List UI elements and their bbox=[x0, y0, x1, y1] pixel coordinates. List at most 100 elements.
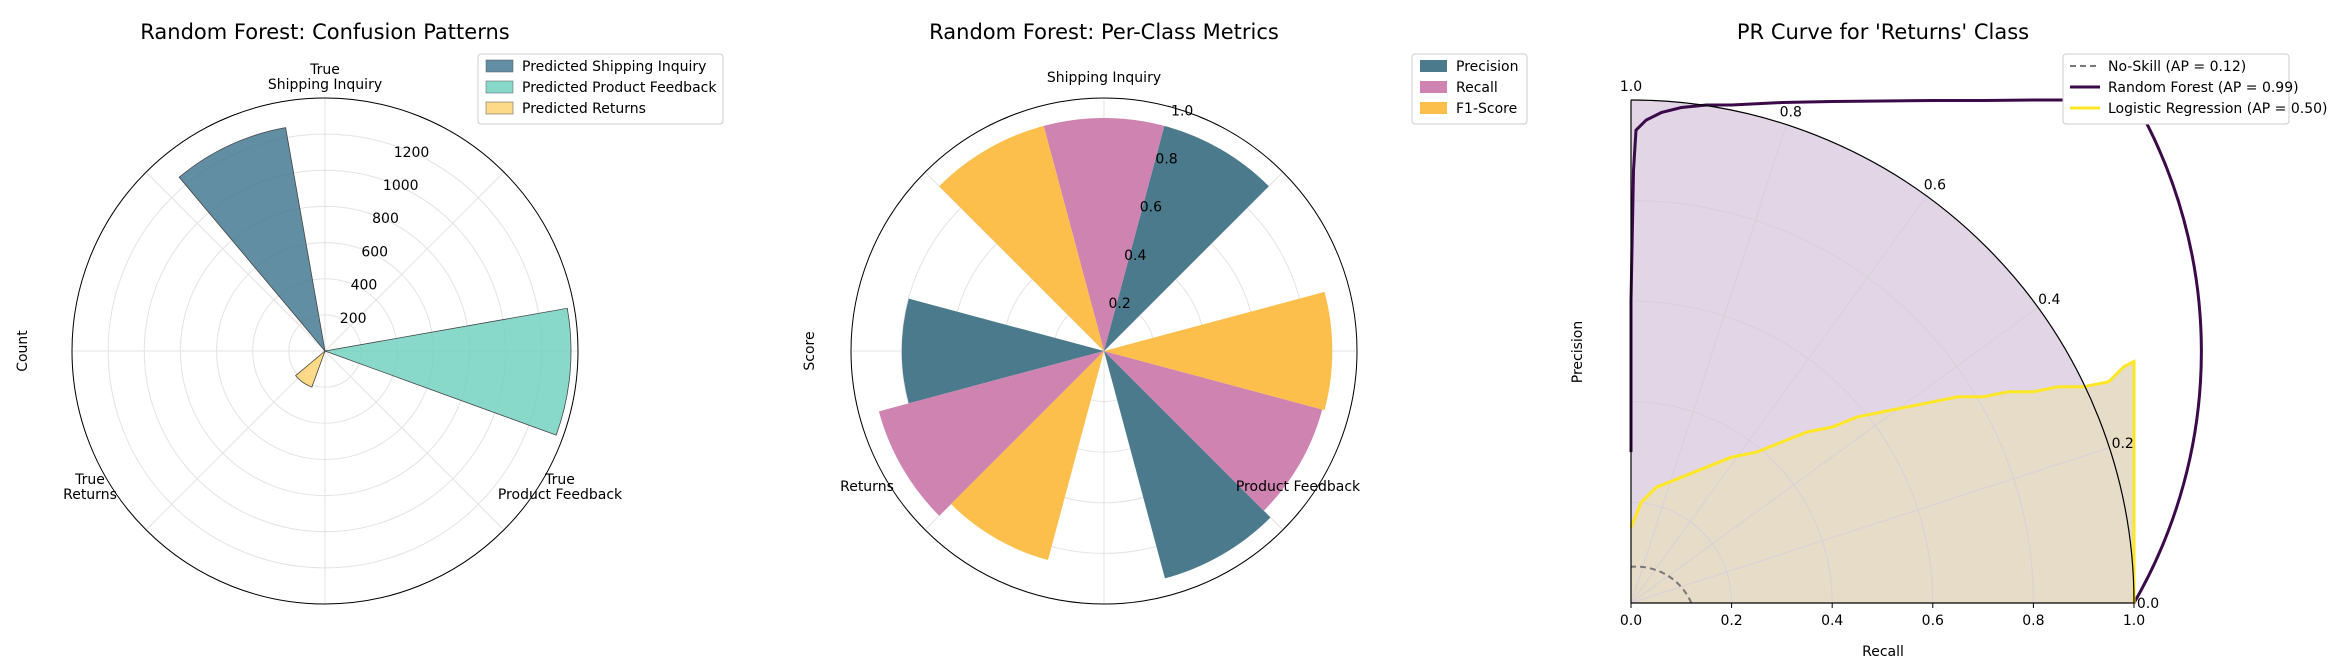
x-tick-label: 0.6 bbox=[1922, 613, 1944, 629]
bar-predicted-product-feedback bbox=[323, 307, 572, 436]
legend-label: Precision bbox=[1456, 59, 1518, 75]
r-tick-label: 1.0 bbox=[1171, 103, 1193, 119]
bar-precision bbox=[1104, 125, 1269, 351]
category-label: Product Feedback bbox=[1236, 479, 1361, 495]
legend-swatch bbox=[1420, 81, 1447, 93]
legend-swatch bbox=[485, 80, 514, 94]
theta-tick-label: 0.6 bbox=[1924, 178, 1946, 194]
lr-area-fill bbox=[1631, 361, 2134, 603]
theta-tick-label: 0.8 bbox=[1780, 104, 1802, 120]
panel-metrics: Random Forest: Per-Class Metrics 0.20.40… bbox=[802, 20, 1528, 605]
r-tick-label: 600 bbox=[361, 244, 388, 260]
legend-swatch bbox=[485, 59, 514, 73]
grid-spoke bbox=[1630, 306, 2039, 604]
bar-recall bbox=[878, 351, 1104, 516]
grid-spoke bbox=[145, 350, 326, 531]
legend-swatch bbox=[1420, 60, 1447, 72]
bars bbox=[878, 117, 1333, 579]
grid-spoke bbox=[324, 350, 505, 531]
x-tick-label: 0.0 bbox=[1620, 613, 1642, 629]
bar-f1-score bbox=[1104, 291, 1333, 411]
bar-recall bbox=[1104, 351, 1323, 511]
bar-f1-score bbox=[939, 125, 1104, 351]
x-tick-labels: 0.0 0.2 0.4 0.6 0.8 1.0 bbox=[1620, 603, 2145, 629]
panel-pr-curve: PR Curve for 'Returns' Class 0.00.20.40.… bbox=[1570, 20, 2328, 660]
chart-title: Random Forest: Confusion Patterns bbox=[140, 20, 509, 44]
legend-label: Predicted Shipping Inquiry bbox=[522, 59, 706, 75]
r-tick-labels: 0.2 0.4 0.6 0.8 1.0 bbox=[1109, 103, 1194, 311]
grid-spoke bbox=[324, 171, 505, 352]
y-axis-label: Precision bbox=[1570, 321, 1586, 383]
category-label: Returns bbox=[840, 479, 894, 495]
legend-label: Random Forest (AP = 0.99) bbox=[2108, 80, 2299, 96]
legend-label: No-Skill (AP = 0.12) bbox=[2108, 59, 2246, 75]
legend-label: Predicted Product Feedback bbox=[522, 80, 717, 96]
category-labels: Shipping Inquiry Product Feedback Returns bbox=[840, 70, 1361, 495]
pr-grid bbox=[1630, 124, 2110, 604]
bar-precision bbox=[1104, 351, 1271, 579]
outer-frame bbox=[850, 97, 1358, 605]
y-axis-label: Score bbox=[802, 331, 818, 370]
x-tick-label: 1.0 bbox=[2123, 613, 2145, 629]
chart-title: Random Forest: Per-Class Metrics bbox=[929, 20, 1279, 44]
category-label: Product Feedback bbox=[498, 487, 623, 503]
r-tick-label: 0.8 bbox=[1155, 152, 1177, 168]
grid-spoke bbox=[1630, 124, 1787, 604]
pr-lines bbox=[1629, 98, 2203, 604]
x-tick-label: 0.4 bbox=[1821, 613, 1843, 629]
x-axis-label: Recall bbox=[1862, 644, 1904, 660]
category-label: True bbox=[309, 62, 340, 78]
legend-label: F1-Score bbox=[1456, 101, 1517, 117]
legend-frame bbox=[477, 53, 724, 125]
legend: Predicted Shipping Inquiry Predicted Pro… bbox=[477, 53, 724, 125]
theta-tick-label: 0.0 bbox=[2137, 596, 2159, 612]
legend-label: Recall bbox=[1456, 80, 1498, 96]
theta-tick-label: 0.4 bbox=[2038, 292, 2060, 308]
r-tick-label: 1200 bbox=[394, 145, 430, 161]
bar-predicted-returns bbox=[295, 349, 326, 388]
grid-arc bbox=[1630, 300, 1934, 604]
y-axis-label: Count bbox=[15, 330, 31, 372]
grid-spoke bbox=[1630, 195, 1928, 604]
r-tick-label: 200 bbox=[340, 311, 367, 327]
r-tick-label: 800 bbox=[372, 211, 399, 227]
panel-confusion: Random Forest: Confusion Patterns 200 400… bbox=[15, 20, 724, 605]
x-tick-label: 0.2 bbox=[1720, 613, 1742, 629]
theta-tick-labels: 0.0 0.2 0.4 0.6 0.8 1.0 bbox=[1620, 79, 2159, 612]
grid-arc bbox=[1630, 501, 1733, 604]
logistic-regression-line bbox=[1629, 359, 2136, 603]
axis-arc bbox=[1630, 99, 2135, 604]
category-label: True bbox=[544, 472, 575, 488]
legend-swatch bbox=[1420, 102, 1447, 114]
legend-frame bbox=[2062, 53, 2290, 125]
theta-tick-label: 0.2 bbox=[2112, 436, 2134, 452]
chart-title: PR Curve for 'Returns' Class bbox=[1737, 20, 2029, 44]
legend-label: Predicted Returns bbox=[522, 101, 646, 117]
category-label: True bbox=[74, 472, 105, 488]
bar-precision bbox=[901, 298, 1104, 404]
bar-predicted-shipping-inquiry bbox=[178, 127, 326, 353]
legend-swatch bbox=[485, 101, 514, 115]
category-label: Shipping Inquiry bbox=[268, 77, 382, 93]
category-label: Returns bbox=[63, 487, 117, 503]
grid-arc bbox=[1630, 401, 1833, 604]
outer-frame bbox=[71, 97, 579, 605]
grid-arc bbox=[1630, 200, 2034, 604]
bar-f1-score bbox=[950, 351, 1104, 561]
bars bbox=[178, 127, 572, 436]
r-tick-labels: 200 400 600 800 1000 1200 bbox=[340, 145, 430, 327]
x-tick-label: 0.8 bbox=[2022, 613, 2044, 629]
legend: No-Skill (AP = 0.12) Random Forest (AP =… bbox=[2062, 53, 2328, 125]
theta-tick-label: 1.0 bbox=[1620, 79, 1642, 95]
bar-recall bbox=[1043, 117, 1165, 351]
r-tick-label: 0.4 bbox=[1124, 248, 1146, 264]
legend-label: Logistic Regression (AP = 0.50) bbox=[2108, 101, 2328, 117]
random-forest-line bbox=[1629, 98, 2203, 604]
grid-spoke bbox=[1630, 447, 2110, 604]
category-label: Shipping Inquiry bbox=[1047, 70, 1161, 86]
legend: Precision Recall F1-Score bbox=[1411, 53, 1528, 125]
r-tick-label: 0.6 bbox=[1140, 200, 1162, 216]
r-tick-label: 400 bbox=[351, 278, 378, 294]
